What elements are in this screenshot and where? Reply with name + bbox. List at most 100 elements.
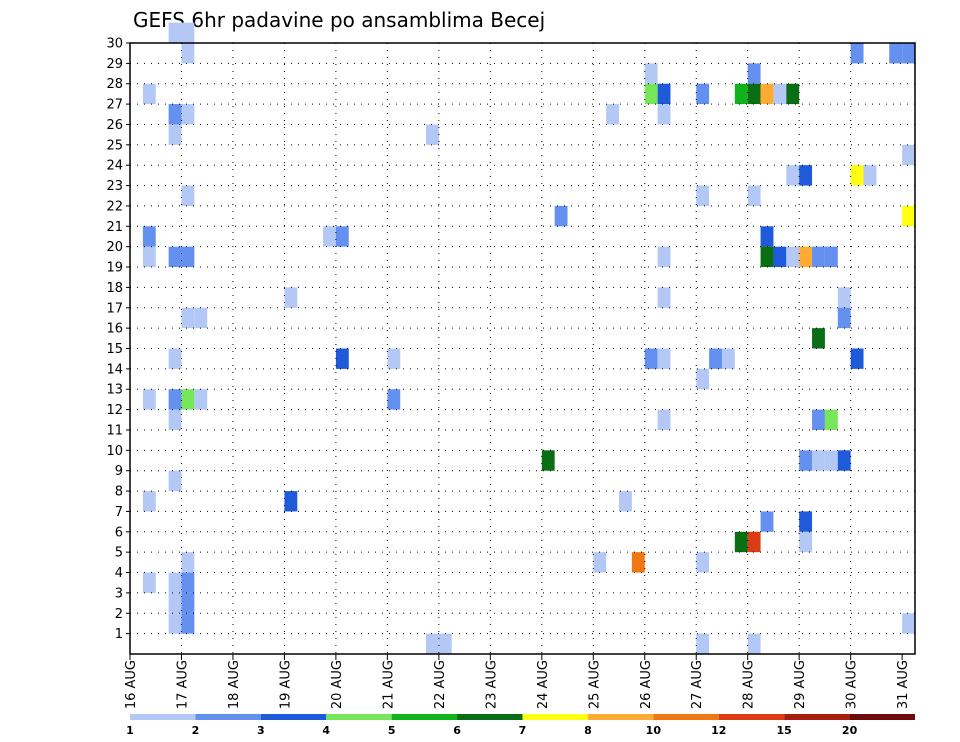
colorbar-label: 4 xyxy=(322,724,330,737)
heatmap-cell xyxy=(824,409,838,430)
colorbar-segment xyxy=(130,714,196,720)
x-tick-label: 16 AUG xyxy=(124,660,139,709)
heatmap-cell xyxy=(657,104,671,125)
colorbar-segment xyxy=(326,714,392,720)
heatmap-cell xyxy=(721,348,735,369)
heatmap-cell xyxy=(438,633,452,654)
heatmap-cell xyxy=(168,22,182,43)
heatmap-cell xyxy=(194,389,208,410)
heatmap-cell xyxy=(747,633,761,654)
heatmap-cell xyxy=(657,348,671,369)
heatmap-cell xyxy=(335,348,349,369)
axes: 1234567891011121314151617181920212223242… xyxy=(106,37,916,709)
heatmap-cell xyxy=(824,450,838,471)
heatmap-cell xyxy=(734,531,748,553)
heatmap-cell xyxy=(181,613,195,634)
y-tick-label: 10 xyxy=(106,444,123,459)
heatmap-cell xyxy=(773,83,787,105)
y-tick-label: 1 xyxy=(115,627,123,642)
heatmap-cell xyxy=(554,205,568,227)
heatmap-cell xyxy=(696,368,710,390)
y-tick-label: 18 xyxy=(106,281,123,296)
heatmap-cell xyxy=(696,633,710,654)
heatmap-cell xyxy=(812,328,825,349)
y-tick-label: 21 xyxy=(106,220,123,235)
heatmap-cell xyxy=(837,307,851,329)
heatmap-cell xyxy=(760,511,774,532)
x-tick-label: 18 AUG xyxy=(227,660,242,709)
y-tick-label: 12 xyxy=(106,403,123,418)
heatmap-cell xyxy=(168,470,182,492)
heatmap-cell xyxy=(142,572,156,593)
heatmap-cell xyxy=(181,22,195,43)
heatmap-cell xyxy=(181,572,195,593)
y-tick-label: 8 xyxy=(115,485,123,500)
heatmap-cell xyxy=(747,63,761,84)
x-tick-label: 27 AUG xyxy=(690,660,705,709)
colorbar-label: 12 xyxy=(711,724,726,737)
y-tick-label: 2 xyxy=(115,607,123,622)
heatmap-cell xyxy=(181,592,195,614)
heatmap-cell xyxy=(760,83,774,105)
x-tick-label: 31 AUG xyxy=(896,660,911,709)
heatmap-cell xyxy=(181,389,195,410)
colorbar-label: 2 xyxy=(192,724,200,737)
colorbar-segment xyxy=(522,714,588,720)
x-tick-label: 22 AUG xyxy=(433,660,448,709)
y-tick-label: 27 xyxy=(106,98,123,113)
colorbar-segment xyxy=(718,714,785,720)
heatmap-cell xyxy=(902,144,915,166)
x-tick-label: 17 AUG xyxy=(175,660,190,709)
y-tick-label: 15 xyxy=(106,342,123,357)
heatmap-cell xyxy=(696,552,710,573)
heatmap-cell xyxy=(194,307,208,329)
heatmap-cell xyxy=(799,450,813,471)
y-tick-label: 7 xyxy=(115,505,123,520)
colorbar-segment xyxy=(653,714,719,720)
heatmap-cell xyxy=(889,43,903,64)
heatmap-cell xyxy=(657,246,671,268)
colorbar-label: 20 xyxy=(842,724,858,737)
y-tick-label: 30 xyxy=(106,37,123,52)
heatmap-cell xyxy=(425,124,439,145)
heatmap-cell xyxy=(799,511,813,532)
colorbar-label: 1 xyxy=(126,724,134,737)
heatmap-cell xyxy=(902,613,915,634)
heatmap-cell xyxy=(850,348,864,369)
heatmap-cell xyxy=(644,348,658,369)
colorbar-segment xyxy=(457,714,523,720)
heatmap-cell xyxy=(168,389,182,410)
heatmap-cell xyxy=(168,572,182,593)
heatmap-cell xyxy=(181,246,195,268)
y-tick-label: 4 xyxy=(115,566,123,581)
y-tick-label: 16 xyxy=(106,322,123,337)
x-tick-label: 19 AUG xyxy=(278,660,293,709)
x-tick-label: 25 AUG xyxy=(587,660,602,709)
y-tick-label: 23 xyxy=(106,179,123,194)
heatmap-cell xyxy=(812,450,825,471)
heatmap-cell xyxy=(696,185,710,206)
heatmap-cell xyxy=(168,592,182,614)
heatmap-cell xyxy=(786,83,800,105)
colorbar-segment xyxy=(260,714,327,720)
colorbar-label: 10 xyxy=(646,724,662,737)
y-tick-label: 22 xyxy=(106,199,123,214)
heatmap-cell xyxy=(644,83,658,105)
heatmap-cell xyxy=(837,450,851,471)
heatmap-cell xyxy=(168,409,182,430)
heatmap-cell xyxy=(631,552,645,573)
x-tick-label: 20 AUG xyxy=(330,660,345,709)
heatmap-cell xyxy=(902,205,915,227)
heatmap-cell xyxy=(902,43,915,64)
heatmap-cell xyxy=(799,165,813,186)
heatmap-cell xyxy=(593,552,607,573)
x-tick-label: 23 AUG xyxy=(484,660,499,709)
y-tick-label: 11 xyxy=(106,423,123,438)
heatmap-cell xyxy=(747,185,761,206)
heatmap-cell xyxy=(824,246,838,268)
heatmap-cell xyxy=(799,246,813,268)
heatmap-cell xyxy=(786,165,800,186)
heatmap-cell xyxy=(284,491,298,512)
y-tick-label: 19 xyxy=(106,261,123,276)
